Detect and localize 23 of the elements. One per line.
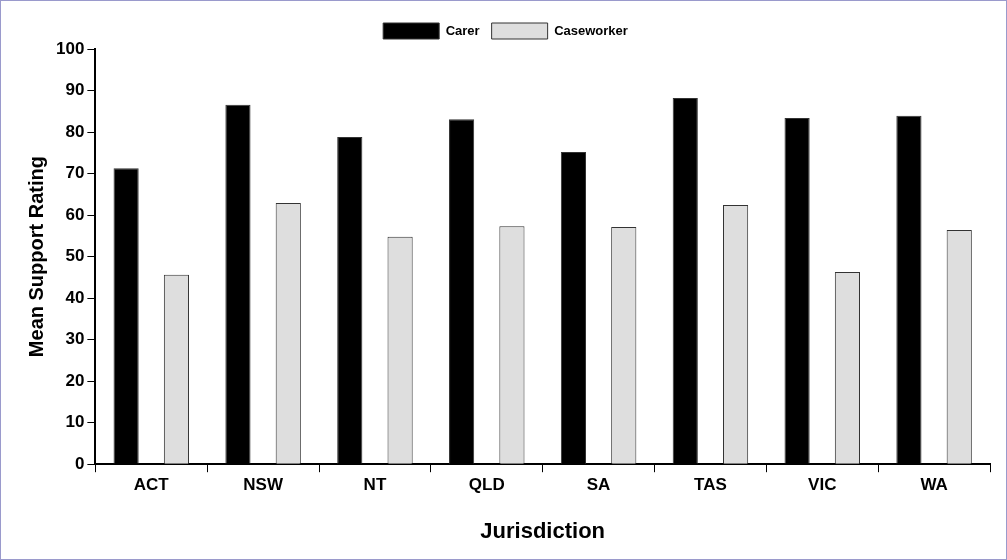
y-tick-label: 10 (65, 412, 85, 432)
x-tick-label: NT (363, 475, 387, 495)
y-tick-label: 100 (55, 38, 85, 58)
legend-label: Carer (445, 22, 480, 38)
y-tick-label: 70 (65, 163, 85, 183)
y-tick-label: 90 (65, 80, 85, 100)
y-tick-label: 20 (65, 370, 85, 390)
x-tick-label: WA (920, 475, 948, 495)
x-tick-label: QLD (468, 475, 505, 495)
x-axis-title: Jurisdiction (480, 517, 606, 543)
y-tick-label: 80 (65, 121, 85, 141)
y-tick-label: 40 (65, 287, 85, 307)
y-tick-label: 30 (65, 329, 85, 349)
y-tick-label: 50 (65, 246, 85, 266)
y-tick-label: 0 (74, 453, 85, 473)
x-tick-label: SA (586, 475, 611, 495)
x-tick-label: TAS (694, 475, 727, 495)
x-tick-label: NSW (243, 475, 284, 495)
legend-label: Caseworker (554, 22, 628, 38)
y-axis-title: Mean Support Rating (24, 156, 47, 358)
x-tick-label: VIC (808, 475, 837, 495)
y-tick-label: 60 (65, 204, 85, 224)
x-tick-label: ACT (133, 475, 170, 495)
